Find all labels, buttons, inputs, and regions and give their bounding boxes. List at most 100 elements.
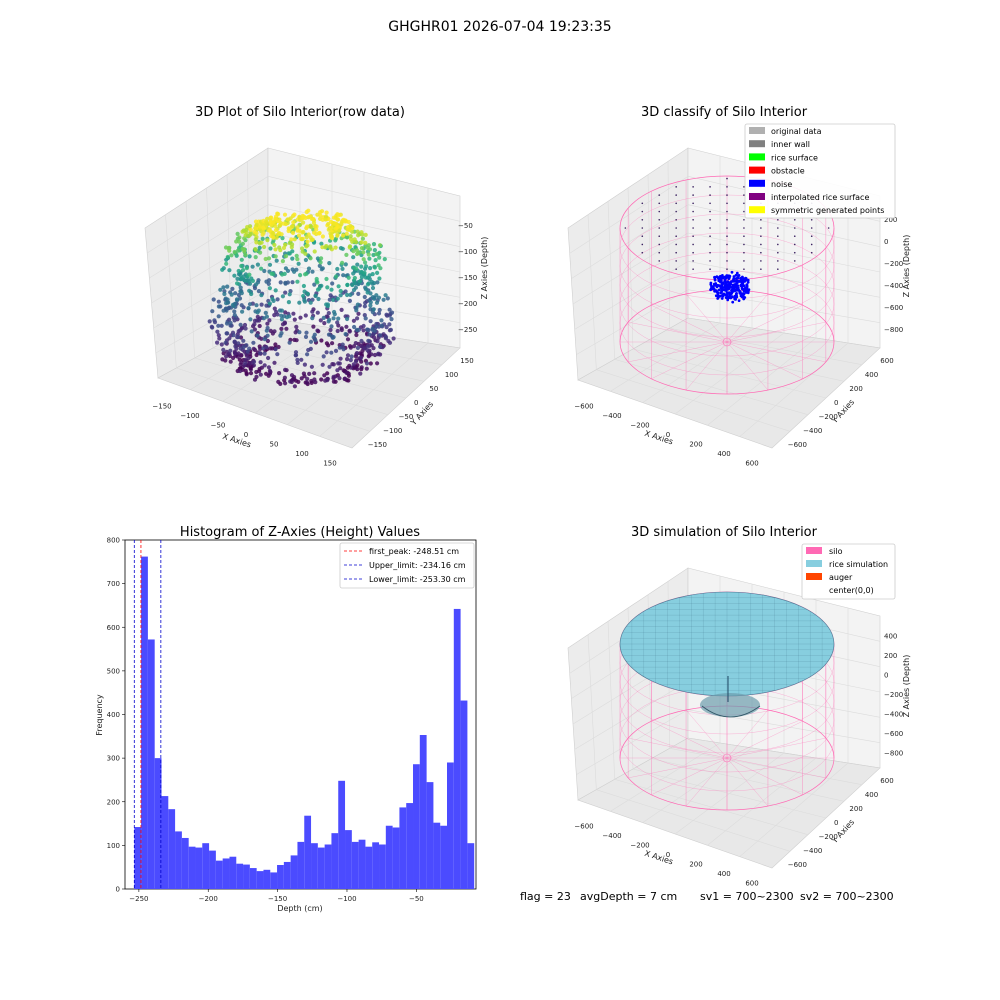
data-point bbox=[255, 333, 260, 338]
noise-point bbox=[726, 293, 729, 297]
data-point bbox=[353, 239, 358, 245]
data-point bbox=[244, 371, 249, 376]
noise-point bbox=[739, 277, 743, 280]
data-point bbox=[247, 288, 252, 293]
data-point bbox=[238, 285, 243, 290]
data-point bbox=[319, 267, 324, 272]
surface-dot bbox=[675, 194, 677, 196]
y-tick-label: −400 bbox=[803, 847, 822, 855]
surface-dot bbox=[760, 260, 762, 262]
histogram-bar bbox=[270, 872, 278, 889]
x-tick-label: −200 bbox=[630, 422, 649, 430]
histogram-bar bbox=[188, 846, 196, 889]
data-point bbox=[345, 357, 350, 362]
data-point bbox=[345, 292, 350, 298]
data-point bbox=[282, 320, 287, 325]
data-point bbox=[339, 307, 344, 312]
data-point bbox=[233, 344, 238, 349]
data-point bbox=[247, 346, 252, 351]
surface-dot bbox=[675, 218, 677, 221]
data-point bbox=[265, 321, 270, 326]
data-point bbox=[330, 362, 335, 367]
data-point bbox=[282, 375, 287, 380]
histogram-bar bbox=[134, 827, 142, 889]
noise-point bbox=[731, 300, 735, 304]
data-point bbox=[377, 255, 382, 260]
data-point bbox=[320, 234, 325, 239]
data-point bbox=[273, 347, 278, 352]
data-point bbox=[221, 351, 226, 356]
data-point bbox=[248, 227, 253, 232]
cone-edge bbox=[701, 705, 761, 718]
silo-spoke bbox=[685, 757, 728, 807]
data-point bbox=[312, 249, 317, 254]
data-point bbox=[363, 316, 368, 321]
histogram-bar bbox=[460, 700, 468, 889]
data-point bbox=[344, 231, 349, 236]
silo-spoke bbox=[726, 293, 769, 343]
data-point bbox=[272, 329, 277, 334]
data-point bbox=[230, 286, 235, 291]
silo-spoke bbox=[726, 757, 769, 807]
data-point bbox=[280, 259, 285, 264]
data-point bbox=[267, 301, 272, 306]
data-point bbox=[286, 226, 291, 231]
data-point bbox=[227, 317, 232, 322]
data-point bbox=[310, 316, 315, 321]
z-axis-label: Z Axies (Depth) bbox=[480, 237, 489, 300]
surface-dot bbox=[709, 251, 711, 254]
noise-point bbox=[722, 292, 726, 296]
data-point bbox=[359, 230, 364, 235]
data-point bbox=[322, 373, 327, 378]
x-tick-label: −600 bbox=[574, 823, 593, 831]
data-point bbox=[323, 245, 328, 250]
data-point bbox=[349, 354, 354, 359]
data-point bbox=[327, 261, 332, 266]
data-point bbox=[348, 234, 353, 239]
data-point bbox=[356, 291, 361, 296]
legend-label: original data bbox=[771, 127, 822, 136]
noise-point bbox=[742, 292, 746, 296]
data-point bbox=[229, 253, 234, 258]
data-point bbox=[285, 268, 291, 273]
data-point bbox=[338, 356, 343, 361]
z-tick-label: −400 bbox=[884, 282, 903, 290]
data-point bbox=[238, 346, 243, 351]
data-point bbox=[254, 374, 259, 379]
data-point bbox=[267, 228, 272, 233]
data-point bbox=[366, 252, 371, 257]
data-point bbox=[276, 344, 281, 350]
data-point bbox=[255, 314, 260, 319]
data-point bbox=[355, 345, 360, 350]
x-ticks: −250 −200 −150 −100 −50 bbox=[129, 889, 424, 903]
grid-line bbox=[669, 328, 863, 365]
noise-point bbox=[734, 279, 738, 283]
surface-dot bbox=[760, 243, 762, 246]
data-point bbox=[258, 351, 263, 356]
legend-swatch bbox=[806, 573, 822, 580]
histogram-bar bbox=[263, 869, 271, 889]
surface-dot bbox=[709, 218, 711, 221]
data-point bbox=[367, 332, 372, 337]
data-point bbox=[328, 234, 334, 239]
data-point bbox=[232, 349, 237, 354]
data-point bbox=[248, 371, 254, 376]
noise-point bbox=[725, 282, 728, 286]
data-point bbox=[279, 326, 284, 331]
data-point bbox=[355, 316, 360, 321]
data-point bbox=[275, 352, 280, 357]
surface-dot bbox=[726, 243, 728, 246]
point-cloud bbox=[207, 208, 396, 389]
data-point bbox=[312, 332, 317, 337]
histogram-bar bbox=[249, 868, 257, 889]
data-point bbox=[249, 329, 254, 334]
noise-point bbox=[710, 287, 713, 291]
noise-point bbox=[737, 299, 741, 302]
data-point bbox=[269, 271, 274, 276]
data-point bbox=[267, 278, 272, 283]
data-point bbox=[333, 245, 338, 250]
data-point bbox=[265, 325, 270, 331]
data-point bbox=[295, 257, 300, 262]
noise-point bbox=[716, 297, 720, 300]
